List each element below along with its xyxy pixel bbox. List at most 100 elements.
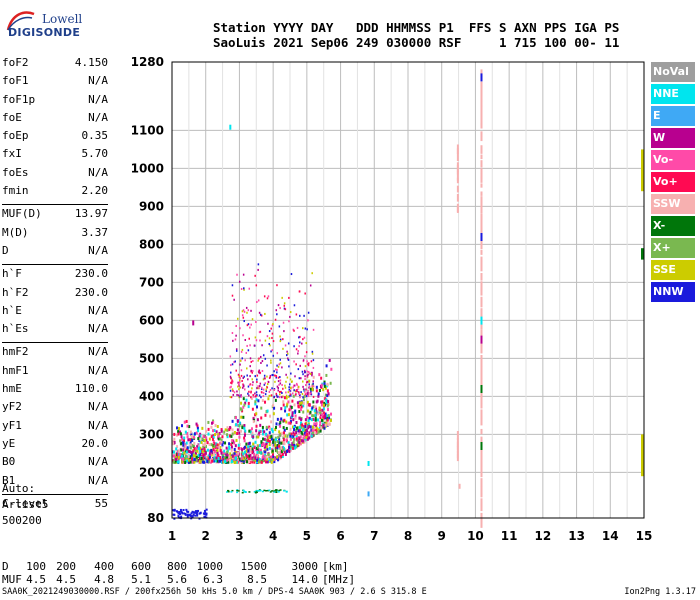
echo-point [298, 410, 301, 414]
echo-point [208, 455, 211, 459]
param-row: B0 N/A [2, 455, 108, 473]
echo-point [235, 438, 238, 442]
echo-point [261, 459, 264, 463]
echo-point [183, 456, 186, 460]
param-label: foF1p [2, 92, 36, 106]
echo-point [243, 287, 245, 290]
muf-value: 8.5 [247, 573, 267, 586]
echo-point [307, 319, 309, 322]
echo-point [278, 390, 281, 393]
echo-point [256, 301, 258, 304]
echo-point [193, 458, 196, 462]
echo-point [290, 273, 293, 276]
echo-point [270, 327, 272, 330]
echo-point [288, 408, 291, 412]
echo-point [178, 449, 181, 453]
echo-point [278, 422, 281, 426]
echo-point [480, 498, 483, 506]
echo-point [237, 424, 240, 428]
echo-point [480, 373, 483, 380]
echo-point [240, 415, 243, 419]
echo-point [248, 287, 251, 290]
echo-point [305, 395, 308, 398]
echo-point [281, 392, 283, 395]
echo-point [254, 492, 257, 494]
echo-point [219, 446, 222, 450]
echo-point [308, 403, 311, 407]
echo-point [307, 419, 310, 423]
echo-point [315, 407, 318, 411]
echo-point [641, 248, 644, 260]
echo-point [228, 456, 231, 460]
echo-point [265, 489, 268, 492]
echo-point [259, 385, 261, 388]
echo-point [211, 429, 214, 433]
echo-point [226, 426, 229, 430]
echo-point [193, 432, 196, 436]
echo-point [310, 371, 313, 375]
param-value: 13.97 [74, 207, 108, 221]
echo-point [276, 284, 278, 287]
echo-point [211, 457, 214, 461]
param-value: 230.0 [74, 285, 108, 299]
echo-point [306, 360, 308, 363]
echo-point [184, 443, 187, 447]
echo-point [317, 412, 320, 416]
echo-point [202, 445, 205, 449]
echo-point [205, 438, 208, 442]
echo-point [293, 443, 296, 447]
echo-point [209, 458, 212, 462]
echo-point [284, 308, 287, 311]
echo-point [247, 309, 250, 312]
echo-point [224, 456, 227, 460]
echo-point [279, 376, 281, 379]
echo-point [327, 399, 330, 403]
echo-point [220, 429, 223, 433]
echo-point [240, 395, 242, 398]
echo-point [257, 435, 260, 439]
echo-point [250, 391, 252, 394]
echo-point [212, 450, 215, 454]
echo-point [255, 321, 257, 324]
echo-point [274, 443, 277, 447]
echo-point [238, 431, 241, 435]
echo-point [286, 350, 288, 353]
echo-point [222, 453, 225, 457]
echo-point [308, 431, 311, 435]
echo-point [275, 422, 278, 426]
param-row: h`F 230.0 [2, 267, 108, 285]
echo-point [320, 403, 323, 407]
echo-point [292, 446, 295, 450]
echo-point [318, 408, 321, 412]
echo-point [268, 436, 271, 440]
echo-point [234, 423, 237, 427]
echo-point [306, 415, 309, 419]
echo-point [191, 460, 194, 464]
echo-point [248, 394, 250, 397]
echo-point [182, 441, 185, 445]
echo-point [200, 440, 203, 444]
echo-point [277, 444, 280, 448]
echo-point [299, 335, 301, 338]
echo-point [184, 460, 187, 464]
param-value: 4.150 [74, 56, 108, 69]
echo-point [288, 443, 291, 447]
echo-point [302, 388, 305, 391]
echo-point [299, 314, 301, 317]
echo-point [250, 309, 252, 312]
echo-point [226, 458, 229, 462]
echo-point [281, 383, 283, 386]
echo-point [480, 196, 483, 204]
echo-point [194, 448, 197, 452]
echo-point [264, 339, 267, 342]
echo-point [189, 460, 192, 464]
echo-point [278, 437, 281, 441]
echo-point [244, 491, 247, 493]
y-tick-label: 200 [139, 465, 164, 479]
echo-point [480, 200, 483, 207]
echo-point [247, 442, 250, 446]
echo-point [289, 405, 292, 409]
echo-point [240, 287, 243, 290]
echo-point [300, 405, 303, 409]
